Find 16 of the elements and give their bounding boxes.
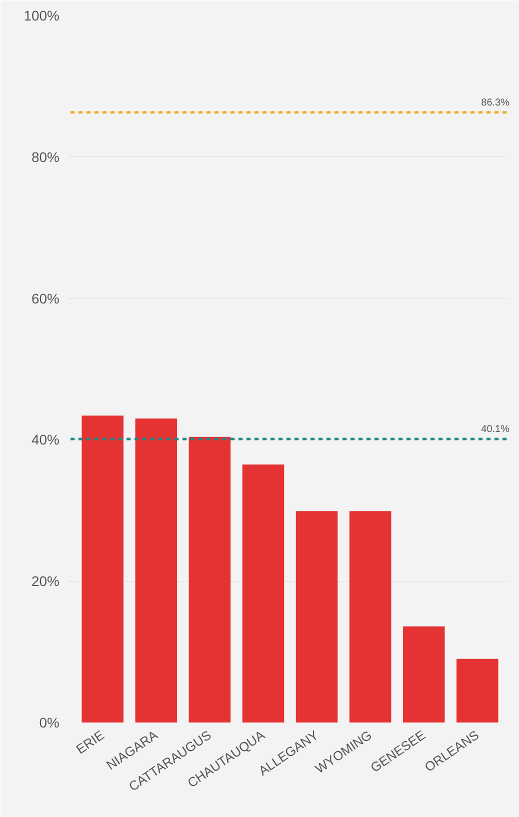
bar	[188, 436, 231, 722]
ref-line-label: 40.1%	[481, 424, 510, 435]
y-tick-label: 60%	[31, 290, 60, 306]
y-tick-label: 20%	[31, 573, 60, 590]
y-tick-label: 100%	[24, 8, 60, 24]
bar	[82, 416, 124, 722]
bar	[349, 511, 392, 722]
bar	[456, 658, 498, 722]
ref-line-label: 86.3%	[481, 97, 510, 108]
bar	[296, 511, 338, 722]
y-tick-label: 80%	[31, 148, 60, 165]
bar	[242, 464, 284, 722]
bar	[135, 418, 178, 722]
bar	[402, 626, 445, 722]
y-tick-label: 0%	[39, 714, 60, 730]
y-tick-label: 40%	[31, 432, 60, 448]
